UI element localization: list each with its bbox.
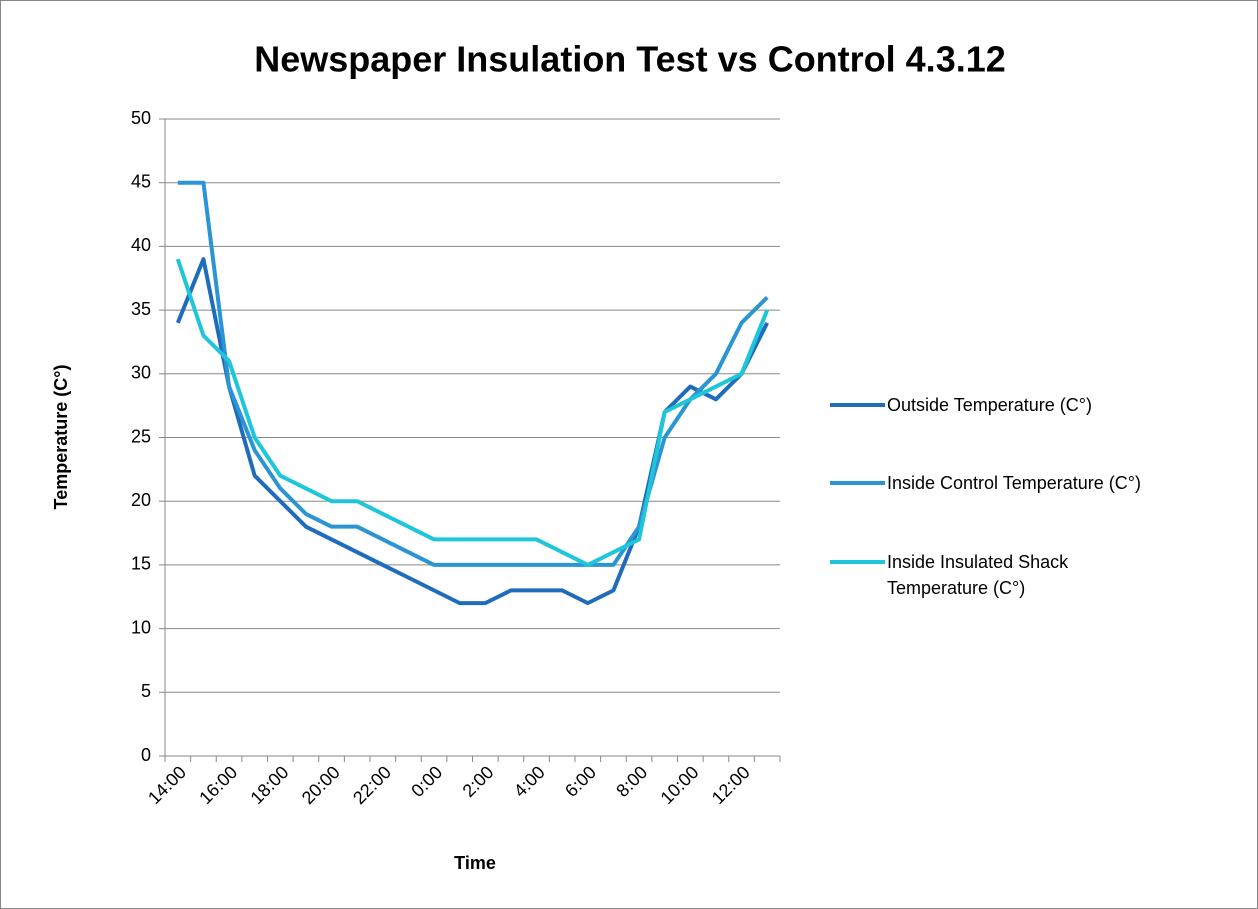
y-tick-label: 35 (131, 299, 151, 319)
series-line (175, 258, 770, 567)
legend-label: Inside Insulated Shack Temperature (C°) (887, 552, 1069, 598)
chart-title: Newspaper Insulation Test vs Control 4.3… (254, 39, 1006, 80)
y-tick-label: 45 (131, 171, 151, 191)
y-tick-label: 30 (131, 363, 151, 383)
y-tick-label: 40 (131, 235, 151, 255)
x-axis-label: Time (454, 853, 496, 873)
y-tick-label: 0 (141, 745, 151, 765)
y-axis-label: Temperature (C°) (51, 365, 71, 510)
y-tick-label: 25 (131, 426, 151, 446)
y-tick-label: 5 (141, 681, 151, 701)
y-tick-label: 20 (131, 490, 151, 510)
legend-label: Inside Control Temperature (C°) (887, 473, 1141, 493)
y-tick-label: 50 (131, 108, 151, 128)
y-tick-label: 10 (131, 617, 151, 637)
series-line (177, 180, 769, 567)
legend-label: Outside Temperature (C°) (887, 395, 1092, 415)
y-tick-label: 15 (131, 554, 151, 574)
